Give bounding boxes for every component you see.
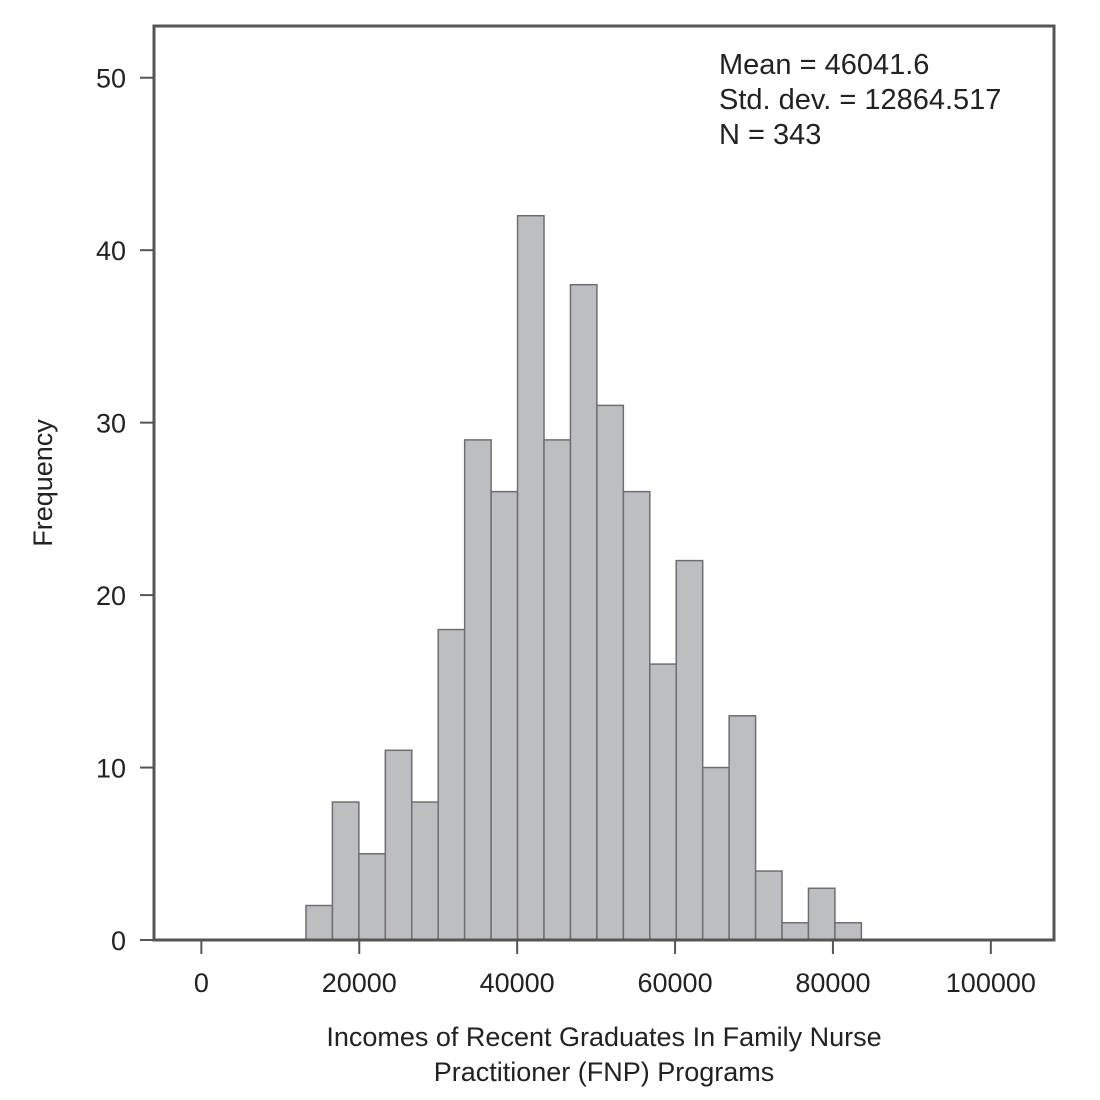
x-tick-label: 100000 (946, 968, 1036, 998)
x-tick-label: 0 (194, 968, 209, 998)
histogram-bar-20 (834, 922, 863, 941)
histogram-bar-6 (463, 439, 492, 941)
plot-frame (152, 24, 1056, 942)
x-tick-label: 60000 (638, 968, 713, 998)
x-tick-label: 40000 (480, 968, 555, 998)
histogram-bar-12 (622, 490, 651, 941)
x-axis-title-line-2: Practitioner (FNP) Programs (434, 1057, 775, 1087)
histogram-bar-9 (543, 439, 572, 941)
histogram-bar-8 (516, 214, 545, 941)
y-tick-label: 30 (96, 409, 126, 439)
stats-box: Mean = 46041.6 Std. dev. = 12864.517 N =… (719, 49, 1001, 151)
histogram-bar-11 (596, 404, 625, 941)
histogram-bar-4 (411, 801, 439, 941)
y-axis-title: Frequency (28, 419, 58, 547)
bars-layer (305, 214, 863, 941)
histogram-bar-13 (649, 663, 677, 941)
histogram-bar-19 (807, 887, 836, 941)
y-tick-label: 50 (96, 64, 126, 94)
histogram-bar-1 (331, 801, 360, 941)
y-tick-label: 40 (96, 236, 126, 266)
histogram-bar-15 (701, 766, 730, 941)
histogram-bar-3 (384, 749, 413, 941)
y-axis: 0 10 20 30 40 50 (96, 64, 154, 956)
histogram-bar-18 (781, 922, 810, 941)
histogram-bar-0 (305, 904, 334, 941)
y-tick-label: 10 (96, 754, 126, 784)
x-axis: 0 20000 40000 60000 80000 100000 (194, 940, 1036, 998)
x-tick-label: 80000 (795, 968, 870, 998)
stat-mean: Mean = 46041.6 (719, 49, 929, 81)
x-axis-title-line-1: Incomes of Recent Graduates In Family Nu… (326, 1022, 881, 1052)
histogram-bar-7 (490, 490, 519, 941)
histogram-bar-17 (754, 870, 783, 941)
y-tick-label: 0 (111, 926, 126, 956)
histogram-bar-14 (675, 559, 704, 941)
x-tick-label: 20000 (322, 968, 397, 998)
y-tick-label: 20 (96, 581, 126, 611)
histogram-bar-16 (728, 715, 757, 941)
histogram-bar-2 (358, 853, 387, 941)
stat-n: N = 343 (719, 119, 821, 151)
histogram-bar-5 (437, 628, 466, 941)
stat-std-dev: Std. dev. = 12864.517 (719, 84, 1001, 116)
histogram-bar-10 (569, 283, 598, 941)
